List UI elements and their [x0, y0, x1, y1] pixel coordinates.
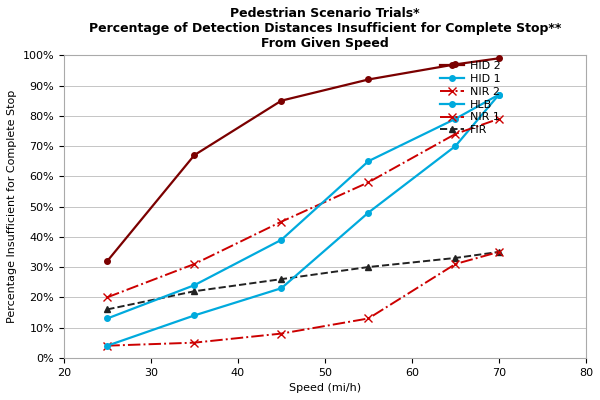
- HLB: [191, 313, 198, 318]
- NIR 2: [452, 132, 459, 136]
- FIR: [365, 265, 372, 270]
- Line: FIR: FIR: [104, 248, 502, 313]
- HID 2: [452, 62, 459, 67]
- Line: NIR 1: NIR 1: [103, 248, 503, 350]
- NIR 2: [496, 116, 503, 121]
- X-axis label: Speed (mi/h): Speed (mi/h): [289, 383, 361, 393]
- Line: HLB: HLB: [104, 92, 502, 348]
- NIR 1: [496, 250, 503, 254]
- Line: NIR 2: NIR 2: [103, 115, 503, 302]
- FIR: [278, 277, 285, 282]
- FIR: [452, 256, 459, 260]
- HID 2: [278, 98, 285, 103]
- HID 1: [496, 92, 503, 97]
- NIR 1: [365, 316, 372, 321]
- HLB: [365, 210, 372, 215]
- HID 1: [365, 159, 372, 164]
- NIR 2: [365, 180, 372, 185]
- NIR 1: [104, 343, 111, 348]
- HID 1: [191, 283, 198, 288]
- NIR 1: [452, 262, 459, 266]
- Title: Pedestrian Scenario Trials*
Percentage of Detection Distances Insufficient for C: Pedestrian Scenario Trials* Percentage o…: [89, 7, 561, 50]
- FIR: [104, 307, 111, 312]
- HID 2: [365, 77, 372, 82]
- NIR 2: [104, 295, 111, 300]
- HID 1: [104, 316, 111, 321]
- NIR 2: [191, 262, 198, 266]
- HID 2: [496, 56, 503, 61]
- NIR 1: [278, 331, 285, 336]
- FIR: [496, 250, 503, 254]
- HLB: [278, 286, 285, 291]
- Y-axis label: Percentage Insufficient for Complete Stop: Percentage Insufficient for Complete Sto…: [7, 90, 17, 323]
- Line: HID 2: HID 2: [104, 56, 502, 264]
- HLB: [104, 343, 111, 348]
- NIR 1: [191, 340, 198, 345]
- NIR 2: [278, 219, 285, 224]
- HID 1: [452, 116, 459, 121]
- HLB: [496, 92, 503, 97]
- HLB: [452, 144, 459, 148]
- HID 2: [191, 153, 198, 158]
- Line: HID 1: HID 1: [104, 92, 502, 321]
- HID 1: [278, 238, 285, 242]
- Legend: HID 2, HID 1, NIR 2, HLB, NIR 1, FIR: HID 2, HID 1, NIR 2, HLB, NIR 1, FIR: [440, 61, 500, 135]
- HID 2: [104, 258, 111, 263]
- FIR: [191, 289, 198, 294]
